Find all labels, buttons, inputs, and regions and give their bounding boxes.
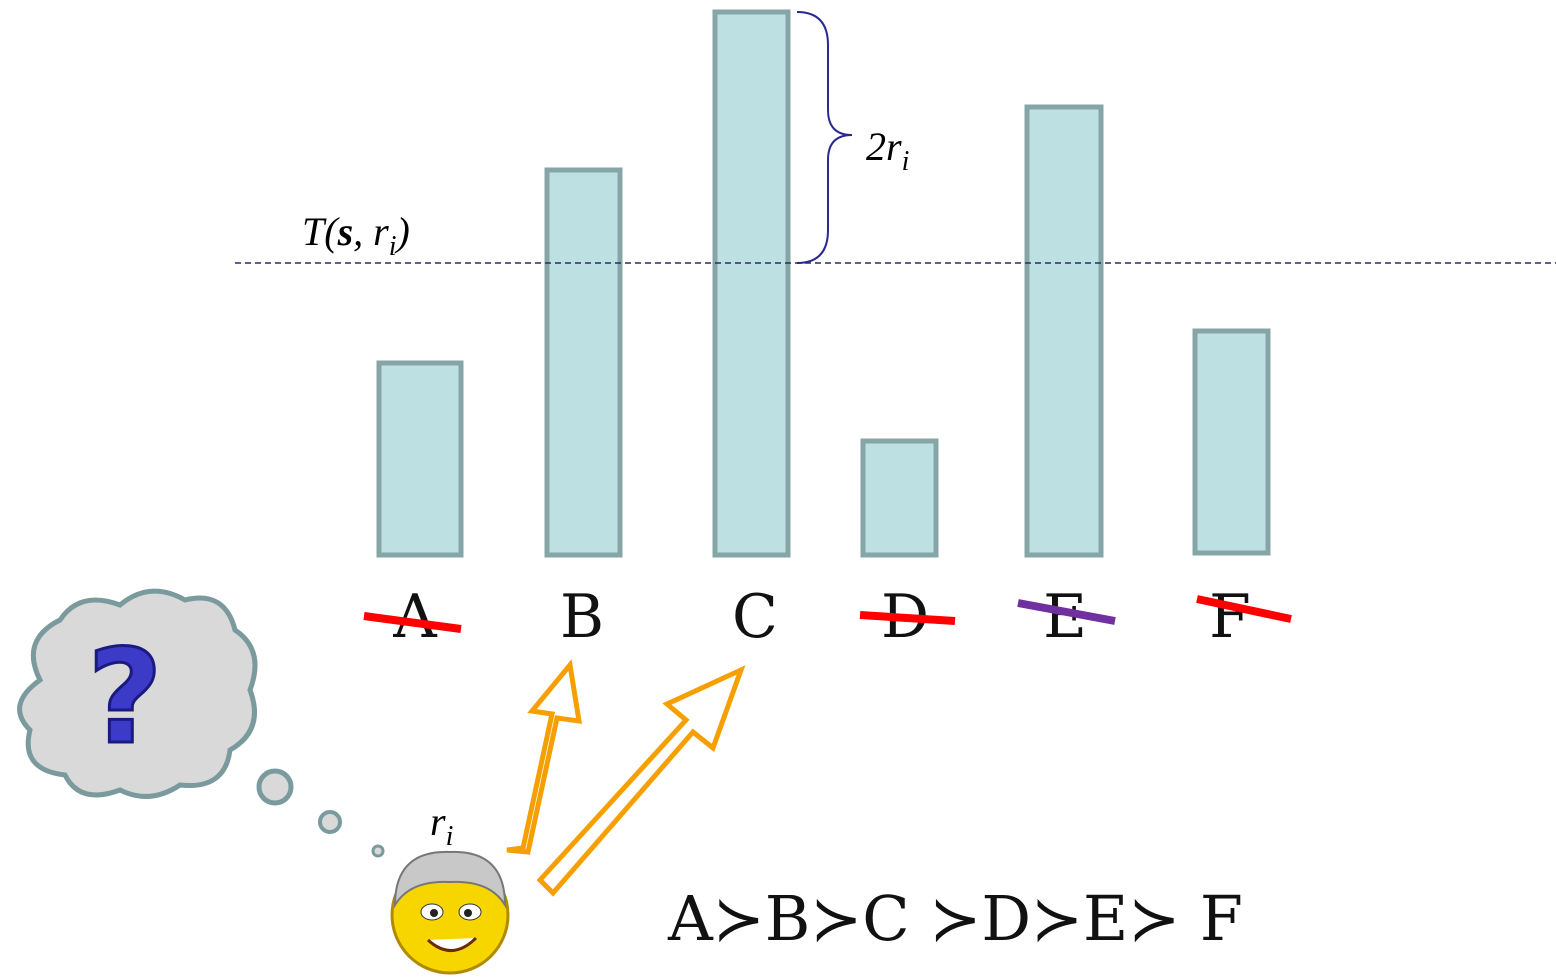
voter-label: ri: [430, 799, 453, 852]
brace-label: 2ri: [866, 124, 909, 177]
pupil: [464, 909, 472, 917]
text: i: [389, 231, 397, 262]
voter-face: [392, 852, 508, 973]
arrows: [507, 665, 741, 893]
option-label: F: [1209, 582, 1251, 652]
diagram: T(s, ri) 2ri A B C D E F ? ri A≻B≻C ≻D≻E…: [0, 0, 1556, 980]
strikes: [364, 599, 1291, 629]
thought-cloud: ?: [20, 591, 383, 856]
question-mark: ?: [87, 621, 162, 773]
text: i: [446, 821, 454, 852]
option-label: C: [732, 582, 778, 652]
bar: [1027, 107, 1101, 555]
pupil: [430, 909, 438, 917]
text: s: [337, 209, 354, 254]
bubble: [320, 812, 340, 832]
bar: [863, 441, 936, 555]
text: r: [430, 799, 446, 844]
bar: [1195, 331, 1268, 553]
bar: [715, 12, 788, 555]
bubble: [373, 846, 383, 856]
brace: [797, 12, 852, 263]
bar: [547, 170, 620, 555]
arrow: [507, 665, 579, 852]
text: T(: [302, 209, 340, 254]
text: ): [395, 209, 410, 254]
text: i: [902, 146, 910, 177]
ranking: A≻B≻C ≻D≻E≻ F: [667, 882, 1243, 955]
strike: [860, 615, 955, 621]
bar: [379, 363, 461, 555]
bubble: [259, 771, 291, 803]
text: 2r: [866, 124, 902, 169]
text: , r: [353, 209, 389, 254]
option-labels: A B C D E F: [392, 582, 1250, 652]
option-label: B: [560, 582, 604, 652]
threshold-label: T(s, ri): [302, 209, 410, 262]
bars: [379, 12, 1268, 555]
